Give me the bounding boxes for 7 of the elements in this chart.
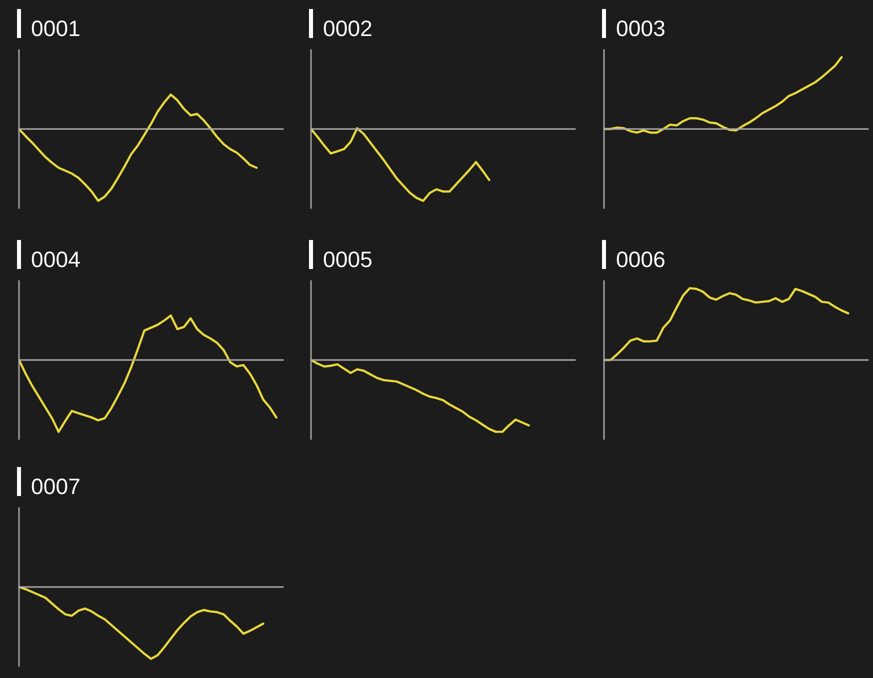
chart-title: 0001 (32, 20, 80, 36)
chart-title: 0003 (616, 20, 664, 36)
chart-title: 0007 (32, 478, 80, 494)
chart-title: 0005 (324, 251, 372, 268)
chart-title: 0002 (324, 20, 372, 36)
chart-title: 0006 (616, 251, 664, 268)
chart-title: 0004 (32, 251, 80, 268)
